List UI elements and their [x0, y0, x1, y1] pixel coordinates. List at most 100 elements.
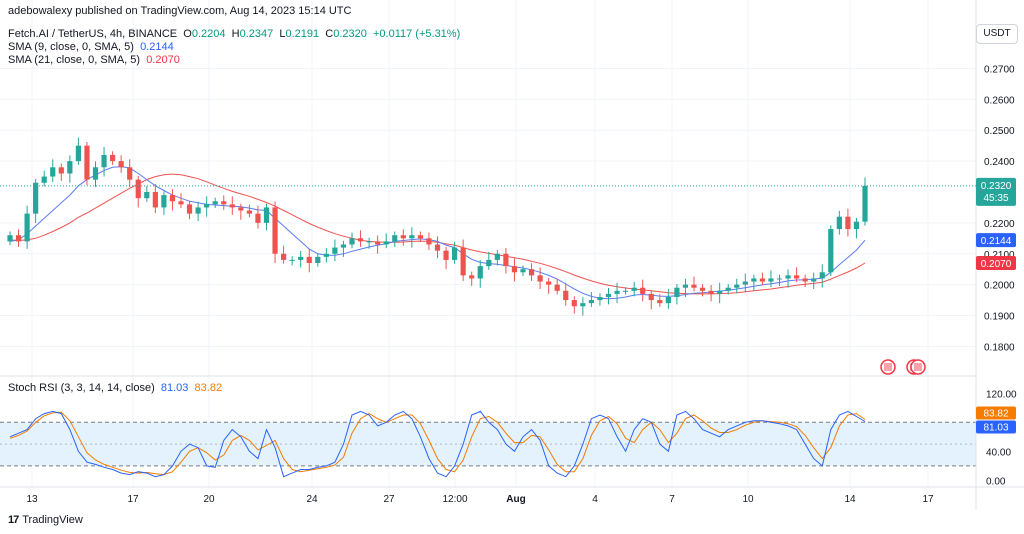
open-value: 0.2204 — [191, 28, 226, 40]
rsi-tick-label: 0.00 — [986, 476, 1006, 487]
candle-body — [580, 303, 586, 307]
candle-body — [281, 253, 287, 260]
candle-body — [272, 207, 278, 254]
candle-body — [127, 167, 133, 180]
us-flag-event-icon — [880, 359, 896, 375]
candle-body — [357, 238, 364, 242]
time-tick-label: Aug — [506, 494, 525, 505]
rsi-tick-label: 40.00 — [986, 447, 1011, 458]
candle-body — [648, 293, 654, 301]
us-flag-event-stripes — [884, 363, 892, 371]
sma9-legend[interactable]: SMA (9, close, 0, SMA, 5) 0.2144 — [8, 40, 174, 54]
candle-body — [221, 201, 227, 205]
sma9-value: 0.2144 — [140, 41, 174, 53]
price-tick-label: 0.2200 — [984, 219, 1015, 230]
price-tick-label: 0.1900 — [984, 312, 1015, 323]
candle-body — [332, 247, 338, 254]
candle-body — [110, 154, 116, 162]
candle-body — [383, 241, 389, 245]
candle-body — [665, 296, 671, 304]
candle-body — [819, 272, 825, 279]
sma9-axis-label: 0.2144 — [981, 236, 1012, 247]
price-tick-label: 0.2100 — [984, 250, 1015, 261]
stoch-rsi-legend[interactable]: Stoch RSI (3, 3, 14, 14, close) 81.03 83… — [8, 381, 222, 395]
candle-body — [708, 290, 714, 294]
sma21-legend[interactable]: SMA (21, close, 0, SMA, 5) 0.2070 — [8, 53, 180, 67]
stoch-rsi-d-value: 83.82 — [194, 382, 223, 394]
tradingview-brand: TradingView — [22, 514, 83, 526]
tradingview-logo[interactable]: 17 TradingView — [8, 514, 83, 526]
countdown-label: 45:35 — [983, 193, 1008, 204]
candle-body — [640, 287, 646, 294]
candle-body — [469, 275, 475, 279]
candle-body — [392, 235, 398, 242]
candle-body — [255, 213, 261, 223]
events — [880, 359, 926, 375]
time-tick-label: 10 — [742, 494, 754, 505]
price-tick-label: 0.1800 — [984, 342, 1015, 353]
us-flag-event-icon — [910, 359, 926, 375]
time-tick-label: 27 — [383, 494, 395, 505]
candle-body — [443, 250, 449, 260]
candle-body — [563, 290, 569, 301]
sma21-axis-label: 0.2070 — [981, 259, 1012, 270]
candle-body — [366, 241, 372, 243]
rsi-tick-label: 120.00 — [986, 389, 1017, 400]
published-by-text: adebowalexy published on TradingView.com… — [8, 5, 352, 17]
candle-body — [238, 207, 244, 211]
stoch-rsi-label: Stoch RSI (3, 3, 14, 14, close) — [8, 382, 155, 394]
candle-body — [691, 284, 697, 288]
candle-body — [605, 293, 612, 297]
high-label: H — [231, 28, 240, 40]
candle-body — [785, 275, 791, 279]
candle-body — [135, 179, 141, 199]
time-tick-label: 17 — [922, 494, 934, 505]
stoch-rsi-k-line — [9, 410, 866, 478]
candle-body — [186, 204, 193, 214]
candle-body — [306, 256, 312, 264]
candle-body — [289, 259, 295, 261]
candle-body — [682, 284, 689, 288]
candle-body — [674, 287, 680, 297]
candle-body — [204, 204, 210, 208]
candle-body — [169, 195, 176, 202]
candle-body — [315, 256, 321, 264]
candle-body — [503, 253, 509, 267]
candle-body — [298, 256, 304, 260]
currency-button[interactable]: USDT — [976, 24, 1018, 44]
time-tick-label: 12:00 — [442, 494, 467, 505]
high-value: 0.2347 — [239, 28, 274, 40]
rsi-d-axis-label: 83.82 — [983, 409, 1008, 420]
sma21-value: 0.2070 — [146, 54, 180, 66]
candle-body — [588, 300, 594, 304]
candle-body — [494, 253, 500, 260]
sma9-axis-box — [976, 233, 1016, 248]
low-label: L — [279, 28, 286, 40]
time-tick-label: 7 — [669, 494, 675, 505]
candle-body — [597, 296, 603, 301]
candle-body — [452, 247, 458, 260]
rsi-k-axis-box — [976, 420, 1016, 434]
candle-body — [50, 167, 56, 177]
candle-body — [802, 278, 808, 282]
sma9-label: SMA (9, close, 0, SMA, 5) — [8, 41, 134, 53]
candle-body — [434, 244, 441, 251]
time-tick-label: 14 — [844, 494, 856, 505]
candle-body — [751, 278, 757, 282]
candle-body — [118, 161, 124, 168]
candle-body — [178, 201, 184, 205]
candle-body — [7, 235, 13, 242]
candle-body — [101, 154, 107, 168]
candle-body — [349, 238, 355, 245]
close-value: 0.2320 — [333, 28, 367, 40]
price-tick-label: 0.2500 — [984, 126, 1015, 137]
candle-body — [323, 253, 329, 257]
candle-body — [144, 192, 150, 199]
candle-body — [811, 278, 817, 282]
price-tick-label: 0.2600 — [984, 95, 1015, 106]
candle-body — [776, 278, 783, 280]
candle-body — [759, 278, 765, 282]
candle-body — [623, 290, 629, 292]
candle-body — [212, 201, 218, 205]
